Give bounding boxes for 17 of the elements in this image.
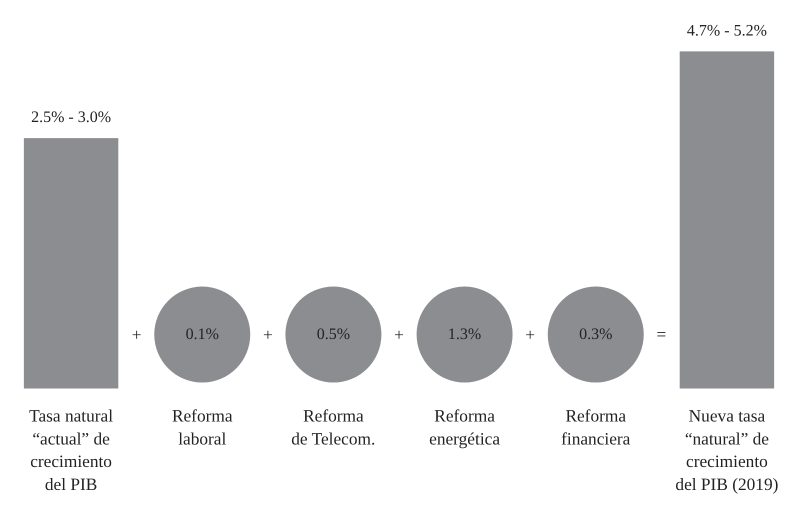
category-label: Reforma laboral — [172, 406, 233, 448]
category-label: Reforma de Telecom. — [291, 406, 376, 448]
data-label: 4.7% - 5.2% — [686, 22, 767, 40]
text: + — [394, 326, 404, 345]
category-label: Nueva tasa “natural” de crecimiento del PIB (2019) — [675, 406, 779, 494]
text: + — [132, 326, 142, 345]
text: + — [525, 326, 536, 345]
category-label: Reforma energética — [429, 406, 500, 448]
category-label: Tasa natural “actual” de crecimiento del PIB — [29, 406, 114, 494]
category-label: Reforma financiera — [561, 406, 631, 448]
data-label: 0.5% — [316, 326, 350, 344]
text: + — [262, 326, 273, 345]
data-label: 1.3% — [448, 326, 482, 344]
text: = — [656, 325, 666, 344]
data-label: 2.5% - 3.0% — [31, 109, 112, 126]
data-label: 0.3% — [579, 326, 612, 344]
data-label: 0.1% — [186, 326, 219, 344]
